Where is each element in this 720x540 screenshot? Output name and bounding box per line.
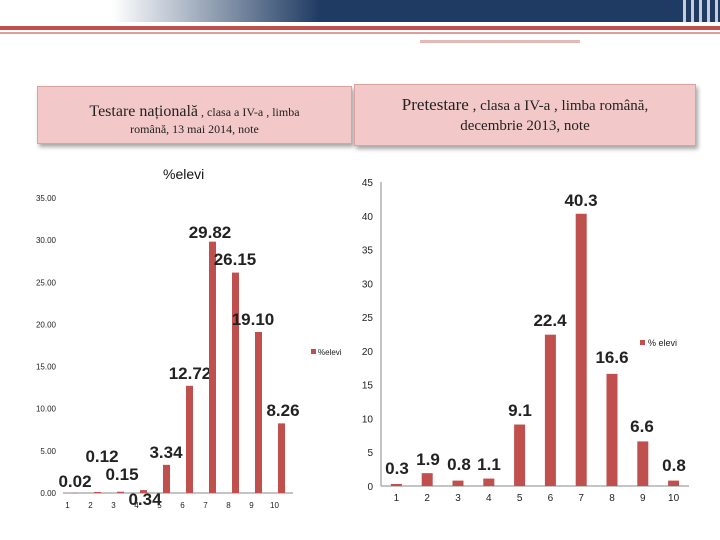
left-data-label: 3.34 xyxy=(149,443,183,462)
left-y-tick-label: 5.00 xyxy=(40,447,56,456)
left-bar xyxy=(186,385,193,493)
left-x-tick-label: 10 xyxy=(270,501,279,510)
left-y-tick-label: 0.00 xyxy=(40,489,56,498)
right-x-tick-label: 5 xyxy=(517,493,523,504)
right-data-label: 6.6 xyxy=(630,417,654,436)
left-data-label: 19.10 xyxy=(232,310,275,329)
right-data-label: 40.3 xyxy=(564,191,597,210)
right-x-tick-label: 7 xyxy=(578,493,584,504)
left-x-tick-label: 5 xyxy=(157,501,162,510)
right-x-tick-label: 1 xyxy=(394,493,400,504)
right-y-tick-label: 40 xyxy=(362,212,374,223)
left-chart-title: %elevi xyxy=(163,166,205,182)
right-x-tick-label: 3 xyxy=(455,493,461,504)
left-data-label: 8.26 xyxy=(266,401,299,420)
left-data-label: 0.15 xyxy=(105,465,138,484)
left-title-box: Testare națională , clasa a IV-a , limba… xyxy=(37,86,352,144)
left-x-tick-label: 6 xyxy=(180,501,185,510)
right-bar xyxy=(483,478,495,486)
left-data-label: 12.72 xyxy=(169,364,212,383)
right-title-main: Pretestare xyxy=(401,95,469,114)
right-bar xyxy=(544,334,556,486)
left-x-tick-label: 7 xyxy=(203,501,208,510)
right-bar xyxy=(606,373,618,486)
right-y-tick-label: 25 xyxy=(362,313,374,324)
right-bar xyxy=(575,213,587,487)
left-x-tick-label: 1 xyxy=(65,501,70,510)
left-x-tick-label: 2 xyxy=(88,501,93,510)
right-y-tick-label: 35 xyxy=(362,246,374,257)
header-stripes xyxy=(680,0,720,22)
left-x-tick-label: 8 xyxy=(226,501,231,510)
accent-line xyxy=(0,26,720,30)
accent-line-thin xyxy=(0,32,720,34)
right-y-tick-label: 45 xyxy=(362,178,374,189)
right-title-rest: , clasa a IV-a , limba română, xyxy=(468,98,649,114)
right-x-tick-label: 6 xyxy=(548,493,554,504)
left-x-tick-label: 4 xyxy=(134,501,139,510)
right-data-label: 0.3 xyxy=(385,459,409,478)
right-legend-label: % elevi xyxy=(648,338,677,348)
accent-line-short xyxy=(420,40,580,43)
left-data-label: 0.02 xyxy=(58,472,91,491)
right-bar xyxy=(514,424,526,486)
left-bar xyxy=(71,492,78,494)
right-data-label: 1.1 xyxy=(477,455,501,474)
right-data-label: 0.8 xyxy=(662,456,686,475)
left-legend-label: %elevi xyxy=(318,348,342,357)
left-bar xyxy=(278,423,285,493)
left-bar xyxy=(140,490,147,493)
left-y-tick-label: 35.00 xyxy=(36,194,57,203)
right-data-label: 9.1 xyxy=(508,401,532,420)
right-y-tick-label: 10 xyxy=(362,414,374,425)
right-bar xyxy=(637,441,649,486)
right-legend-swatch xyxy=(640,340,645,345)
left-data-label: 0.12 xyxy=(85,447,118,466)
right-data-label: 1.9 xyxy=(416,450,440,469)
left-data-label: 29.82 xyxy=(189,223,232,242)
right-bar xyxy=(452,480,464,486)
right-x-tick-label: 10 xyxy=(668,493,680,504)
left-title-main: Testare națională xyxy=(89,103,199,120)
left-x-tick-label: 9 xyxy=(249,501,254,510)
right-data-label: 22.4 xyxy=(533,311,567,330)
right-y-tick-label: 20 xyxy=(362,347,374,358)
left-y-tick-label: 25.00 xyxy=(36,278,57,287)
left-y-tick-label: 15.00 xyxy=(36,363,57,372)
header-bar-fade xyxy=(0,0,320,22)
right-y-tick-label: 0 xyxy=(367,482,373,493)
left-title-line2: română, 13 mai 2014, note xyxy=(130,122,259,136)
left-x-tick-label: 3 xyxy=(111,501,116,510)
right-y-tick-label: 15 xyxy=(362,381,374,392)
left-bar xyxy=(209,241,216,493)
left-legend-swatch xyxy=(311,349,316,354)
left-y-tick-label: 30.00 xyxy=(36,236,57,245)
left-bar xyxy=(163,464,170,493)
right-data-label: 16.6 xyxy=(595,348,628,367)
left-data-label: 0.34 xyxy=(128,490,162,509)
right-title-box: Pretestare , clasa a IV-a , limba română… xyxy=(354,84,696,146)
right-x-tick-label: 8 xyxy=(609,493,615,504)
right-x-tick-label: 9 xyxy=(640,493,646,504)
left-title-rest: , clasa a IV-a , limba xyxy=(198,105,300,119)
right-bar xyxy=(390,483,402,486)
right-title-line2: decembrie 2013, note xyxy=(460,118,590,134)
right-y-tick-label: 30 xyxy=(362,279,374,290)
left-data-label: 26.15 xyxy=(214,250,257,269)
right-x-tick-label: 4 xyxy=(486,493,492,504)
right-bar xyxy=(668,480,680,486)
left-y-tick-label: 20.00 xyxy=(36,320,57,329)
left-bar xyxy=(232,272,239,493)
right-y-tick-label: 5 xyxy=(367,448,373,459)
right-x-tick-label: 2 xyxy=(424,493,430,504)
right-bar xyxy=(421,473,433,486)
left-bar xyxy=(255,332,262,493)
left-bar xyxy=(117,491,124,493)
left-bar xyxy=(94,491,101,493)
right-data-label: 0.8 xyxy=(447,455,471,474)
left-y-tick-label: 10.00 xyxy=(36,405,57,414)
